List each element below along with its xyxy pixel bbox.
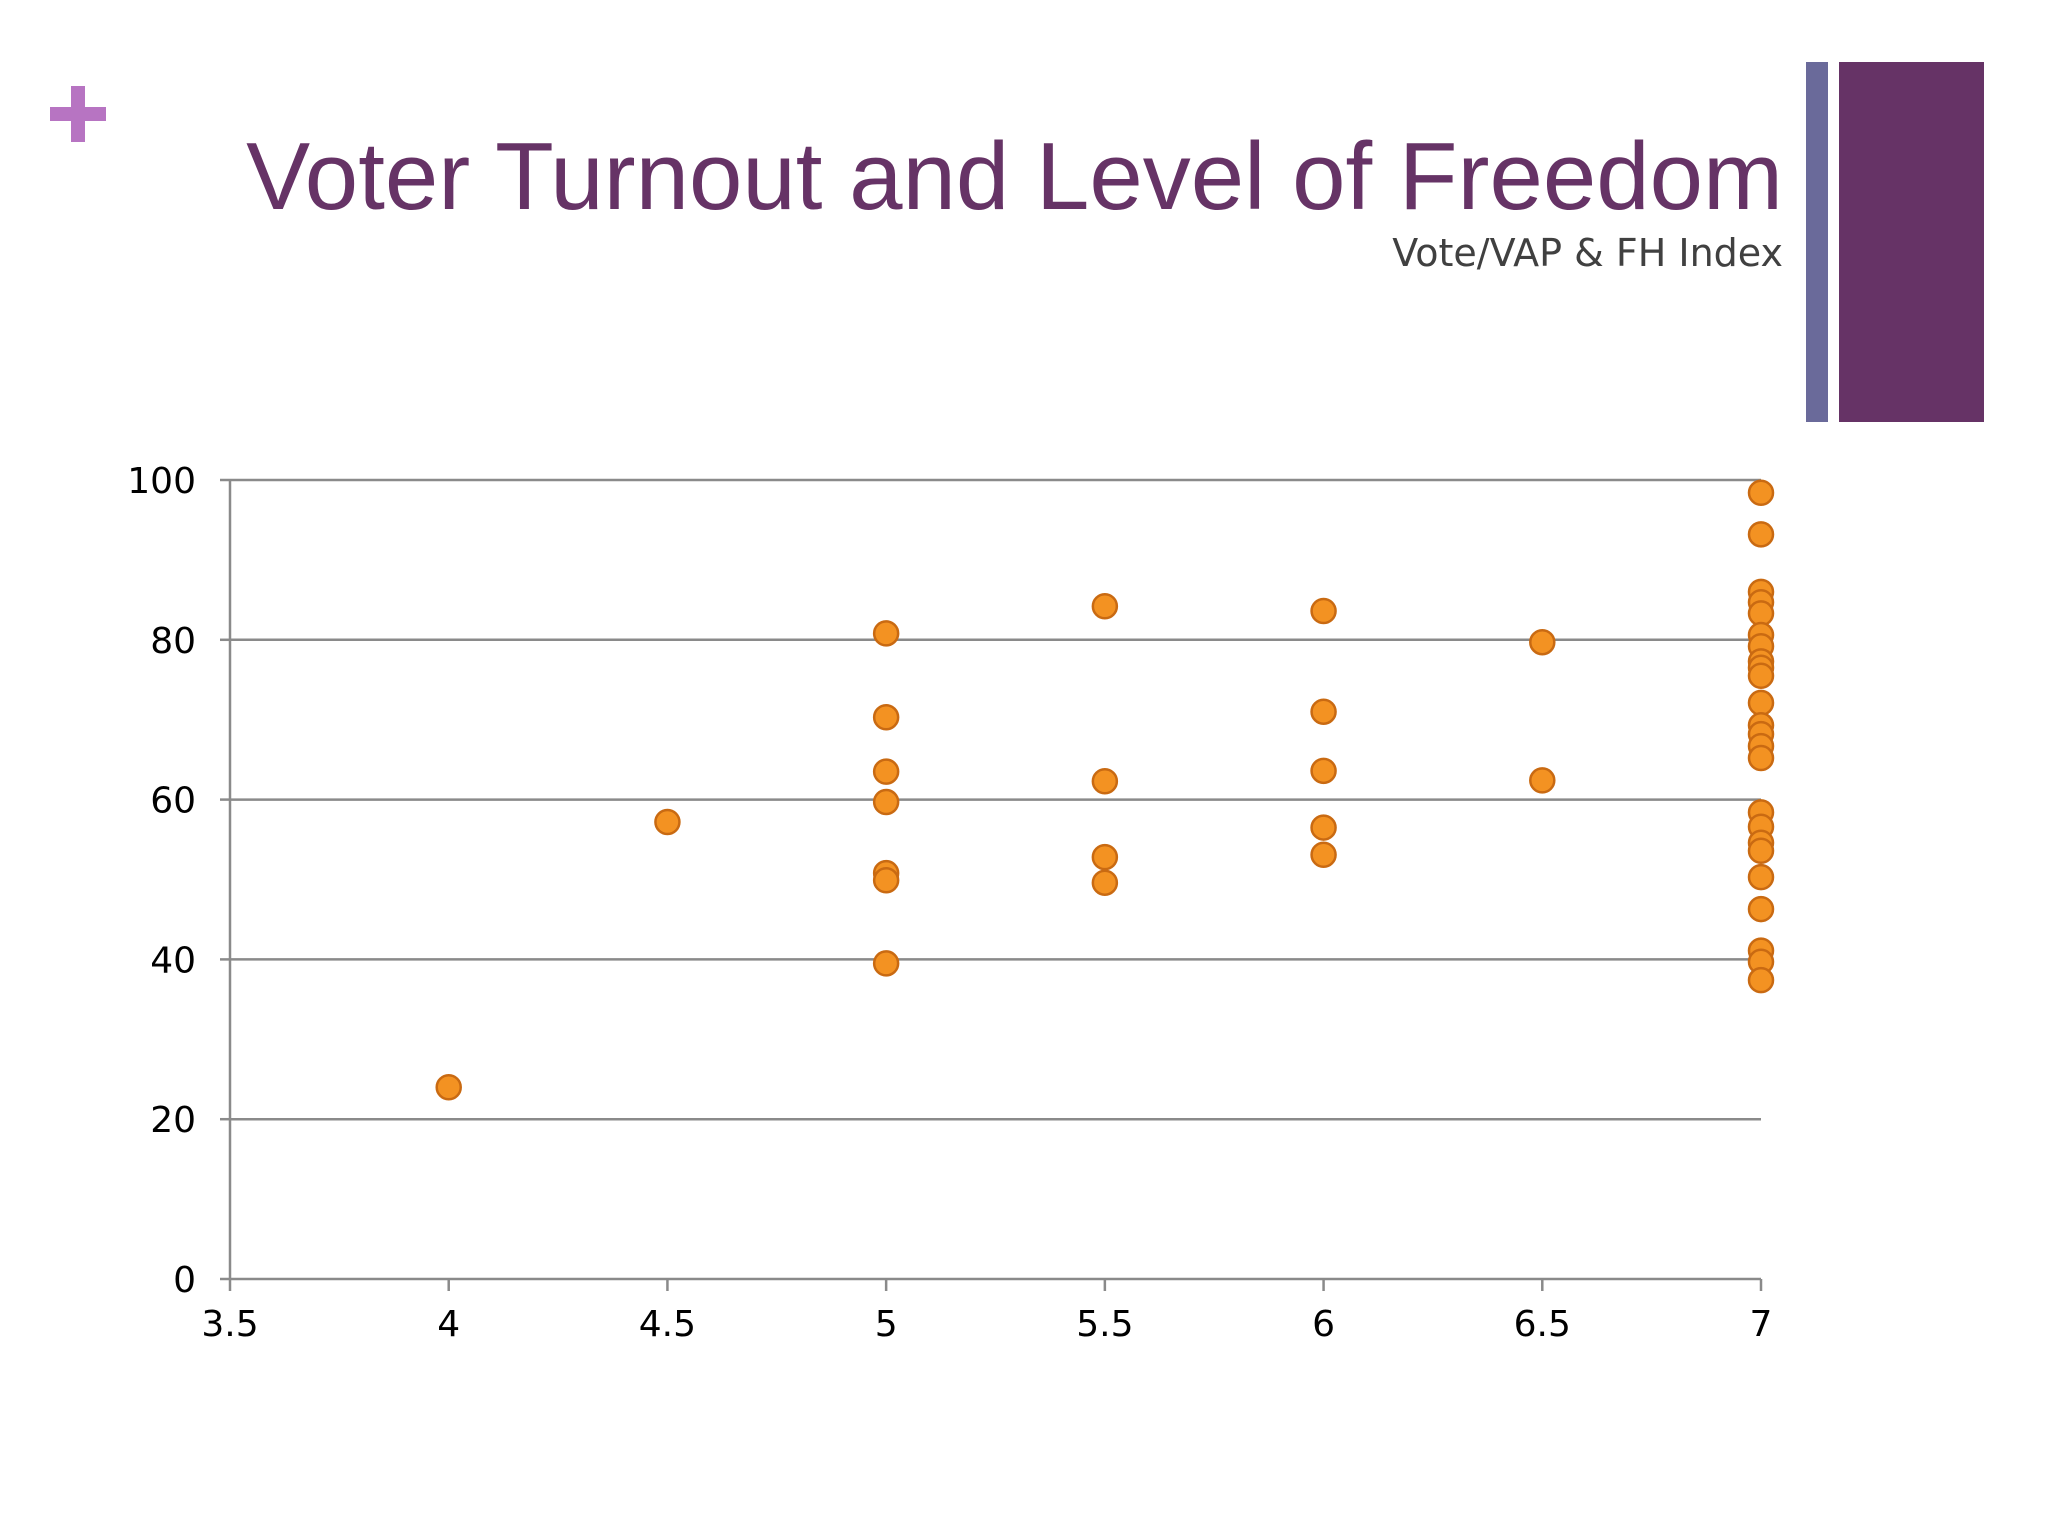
y-tick-label: 60 [150,781,196,822]
data-point [872,788,900,816]
data-point [1529,767,1556,794]
data-point [1310,841,1337,868]
plus-icon [50,86,106,142]
y-tick-label: 100 [127,461,196,502]
slide-subtitle: Vote/VAP & FH Index [1392,231,1783,275]
data-point [1310,698,1337,725]
data-point [1529,628,1556,656]
data-point [872,950,900,977]
data-point [1747,744,1775,772]
data-point [1747,521,1775,548]
data-point [1747,837,1775,864]
data-point [1091,843,1119,871]
data-points [435,479,1775,1101]
data-point [1747,662,1775,690]
data-point [435,1073,462,1101]
data-point [1091,767,1119,795]
y-tick-label: 80 [150,621,196,662]
data-point [1747,966,1775,994]
data-point [1091,869,1119,896]
axes-layer [220,478,1763,1291]
x-tick-label: 7 [1750,1304,1773,1345]
data-point [1310,597,1337,625]
data-point [1310,814,1337,841]
x-tick-label: 3.5 [201,1304,258,1345]
tick-labels: 0 20 40 60 80 100 3.5 4 4.5 5 5.5 6 6.5 7 [127,461,1772,1345]
x-tick-label: 5 [875,1304,898,1345]
y-tick-label: 40 [150,940,196,981]
data-point [1747,689,1775,717]
data-point [1091,592,1119,620]
grid-layer [230,478,1761,1121]
x-tick-label: 4.5 [639,1304,696,1345]
x-tick-label: 5.5 [1076,1304,1133,1345]
data-point [872,620,900,647]
data-point [654,808,681,836]
data-point [872,704,900,731]
x-tick-label: 6.5 [1514,1304,1571,1345]
y-tick-label: 20 [150,1100,196,1141]
x-tick-label: 4 [437,1304,460,1345]
slide-title: Voter Turnout and Level of Freedom [246,123,1783,230]
data-point [1747,895,1775,923]
y-tick-label: 0 [173,1260,196,1301]
x-tick-label: 6 [1312,1304,1335,1345]
data-point [872,758,900,785]
accent-bar-thick [1839,62,1984,422]
data-point [1310,757,1337,785]
data-point [1747,479,1775,507]
accent-bar-thin [1806,62,1828,422]
data-point [872,867,900,894]
data-point [1747,863,1775,891]
